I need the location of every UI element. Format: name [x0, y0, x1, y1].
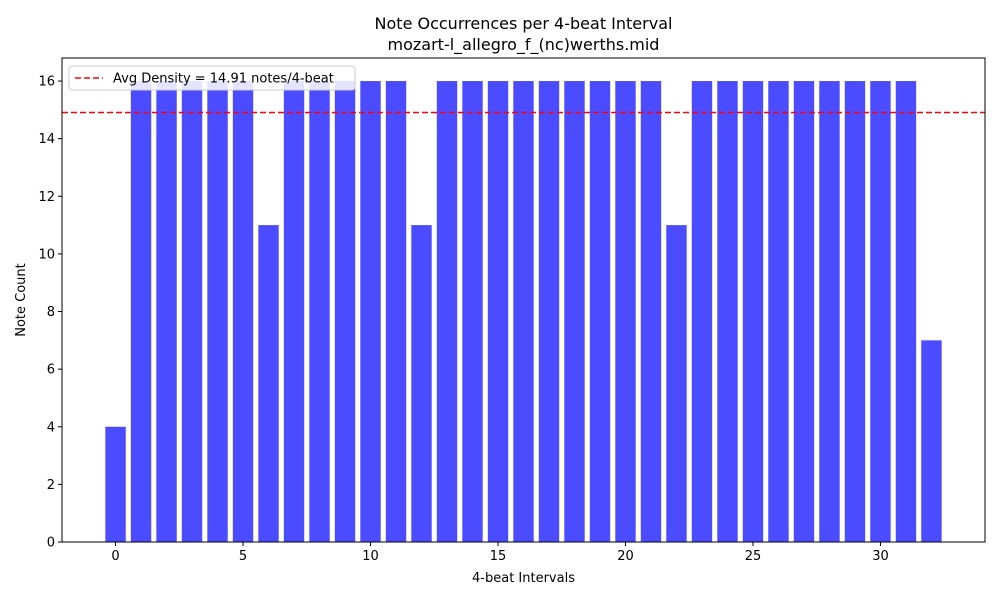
x-tick-label-15: 15	[490, 549, 507, 564]
bar-25	[742, 81, 764, 543]
y-tick-label-0: 0	[47, 536, 55, 551]
bar-30	[870, 81, 891, 543]
bar-21	[640, 81, 662, 543]
legend-label: Avg Density = 14.91 notes/4-beat	[113, 72, 334, 87]
x-tick-label-25: 25	[745, 549, 762, 564]
y-tick-label-8: 8	[47, 305, 55, 320]
bar-24	[717, 81, 738, 543]
y-tick-label-10: 10	[38, 247, 55, 262]
bar-18	[564, 81, 585, 543]
bar-0	[105, 426, 126, 542]
x-axis-label: 4-beat Intervals	[472, 571, 575, 586]
y-tick-label-12: 12	[38, 190, 55, 205]
y-axis-label: Note Count	[14, 263, 29, 337]
bar-16	[513, 81, 534, 543]
bar-8	[309, 81, 330, 543]
bar-14	[462, 81, 483, 543]
bar-23	[691, 81, 713, 543]
chart-title: Note Occurrences per 4-beat Interval	[375, 14, 673, 33]
bar-20	[615, 81, 636, 543]
bar-9	[334, 81, 356, 543]
bar-6	[258, 225, 279, 542]
y-tick-label-6: 6	[47, 363, 55, 378]
axes-layer: 0 5 10 15 20 25 30 0 2 4 6 8 10 12 14 16	[38, 57, 986, 564]
bar-29	[844, 81, 866, 543]
plot-frame	[61, 57, 986, 543]
legend: Avg Density = 14.91 notes/4-beat	[68, 65, 356, 91]
bar-12	[411, 225, 432, 542]
bar-4	[207, 81, 228, 543]
y-tick-label-2: 2	[47, 478, 55, 493]
bar-1	[130, 81, 152, 543]
bar-11	[385, 81, 407, 543]
chart-subtitle: mozart-l_allegro_f_(nc)werths.mid	[388, 35, 660, 55]
bar-3	[181, 81, 203, 543]
bars-layer	[105, 81, 942, 543]
bar-17	[538, 81, 560, 543]
bar-10	[360, 81, 381, 543]
bar-27	[793, 81, 815, 543]
bar-2	[156, 81, 177, 543]
bar-13	[436, 81, 458, 543]
bar-32	[921, 340, 942, 542]
bar-26	[768, 81, 789, 543]
x-tick-label-10: 10	[362, 549, 379, 564]
y-tick-label-14: 14	[38, 132, 55, 147]
x-tick-label-0: 0	[111, 549, 119, 564]
bar-15	[487, 81, 509, 543]
bar-7	[283, 81, 305, 543]
x-tick-label-5: 5	[239, 549, 247, 564]
legend-box	[68, 65, 356, 91]
bar-22	[666, 225, 687, 542]
bar-5	[232, 81, 254, 543]
bar-19	[589, 81, 611, 543]
bar-28	[819, 81, 840, 543]
x-tick-label-20: 20	[617, 549, 634, 564]
x-tick-label-30: 30	[872, 549, 889, 564]
y-tick-label-4: 4	[47, 420, 55, 435]
y-tick-label-16: 16	[38, 75, 55, 90]
bar-31	[895, 81, 917, 543]
